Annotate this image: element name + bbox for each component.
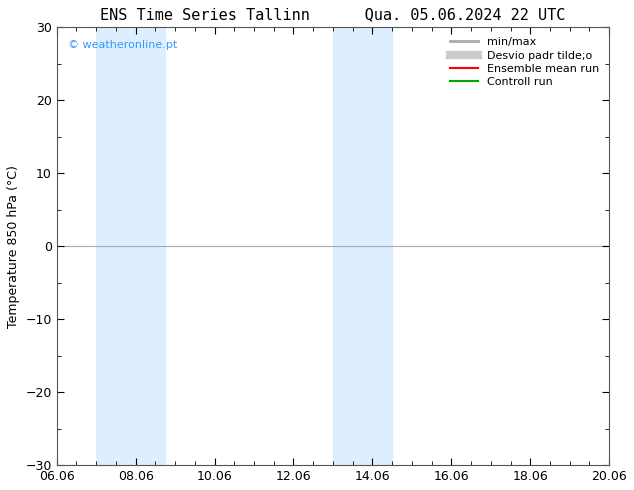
- Y-axis label: Temperature 850 hPa (°C): Temperature 850 hPa (°C): [7, 165, 20, 328]
- Title: ENS Time Series Tallinn      Qua. 05.06.2024 22 UTC: ENS Time Series Tallinn Qua. 05.06.2024 …: [100, 7, 566, 22]
- Legend: min/max, Desvio padr tilde;o, Ensemble mean run, Controll run: min/max, Desvio padr tilde;o, Ensemble m…: [446, 33, 604, 92]
- Text: © weatheronline.pt: © weatheronline.pt: [68, 40, 177, 50]
- Bar: [333, 27, 392, 465]
- Bar: [96, 27, 165, 465]
